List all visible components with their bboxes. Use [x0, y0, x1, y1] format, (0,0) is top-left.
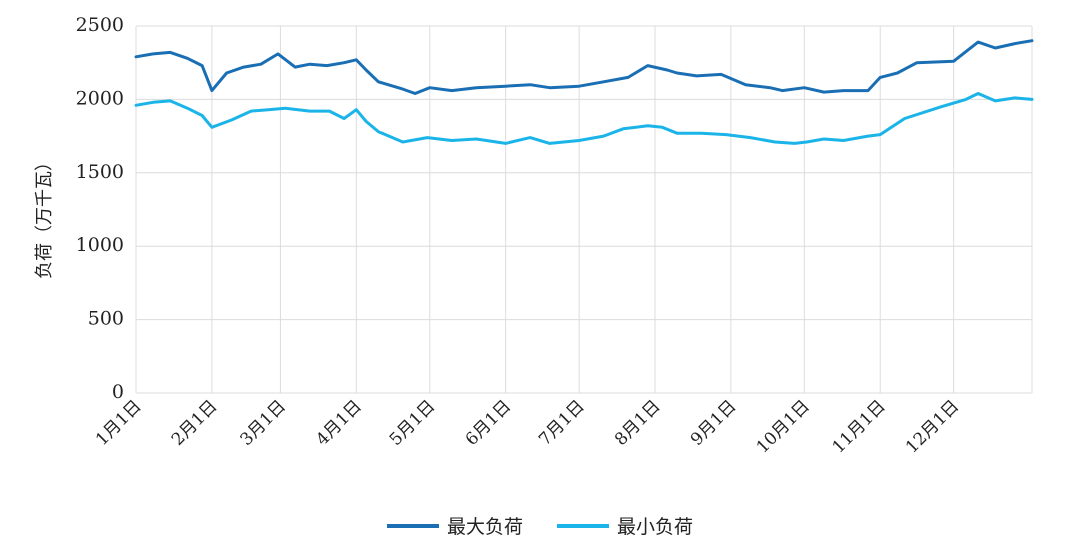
legend-label-min: 最小负荷	[617, 516, 694, 538]
y-axis-label: 负荷（万千瓦）	[34, 153, 55, 279]
y-tick-label: 1500	[76, 161, 124, 183]
y-tick-label: 0	[112, 381, 124, 403]
x-axis-ticks: 1月1日 2月1日 3月1日 4月1日 5月1日 6月1日 7月1日 8月1日 9月1日 10月1…	[92, 396, 963, 457]
legend: 最大负荷 最小负荷	[0, 512, 1080, 539]
x-tick-label: 4月1日	[312, 396, 365, 449]
x-tick-label: 12月1日	[902, 396, 963, 457]
y-tick-label: 500	[88, 308, 124, 330]
y-tick-label: 2500	[76, 14, 124, 36]
x-tick-label: 7月1日	[535, 396, 588, 449]
x-tick-label: 5月1日	[386, 396, 439, 449]
x-tick-label: 1月1日	[92, 396, 145, 449]
series-lines	[134, 39, 1034, 145]
y-tick-label: 1000	[76, 234, 124, 256]
legend-item-min: 最小负荷	[557, 512, 693, 539]
legend-swatch-max	[386, 523, 439, 528]
x-tick-label: 2月1日	[168, 396, 221, 449]
x-tick-label: 3月1日	[236, 396, 289, 449]
x-tick-label: 8月1日	[611, 396, 664, 449]
x-tick-label: 10月1日	[753, 396, 814, 457]
x-tick-label: 6月1日	[462, 396, 515, 449]
x-tick-label: 9月1日	[687, 396, 740, 449]
y-axis-ticks: 0 500 1000 1500 2000 2500	[76, 14, 124, 403]
x-tick-label: 11月1日	[829, 396, 890, 457]
legend-item-max: 最大负荷	[386, 512, 523, 539]
series-line-max-load	[134, 39, 1034, 95]
legend-swatch-min	[557, 523, 609, 528]
grid-lines	[135, 25, 1033, 394]
legend-label-max: 最大负荷	[446, 516, 523, 538]
series-line-min-load	[134, 92, 1034, 145]
y-tick-label: 2000	[76, 87, 124, 109]
